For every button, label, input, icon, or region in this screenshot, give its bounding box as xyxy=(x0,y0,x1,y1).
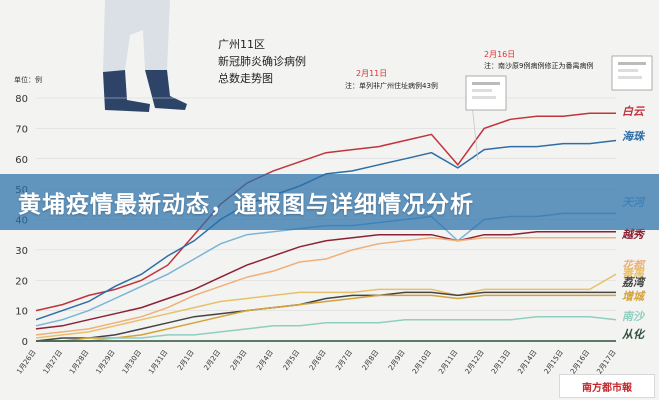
series-line-7 xyxy=(36,294,616,342)
series-line-1 xyxy=(35,139,617,321)
x-axis: 1月26日 1月27日 1月28日 1月29日 1月30日 1月31日 2月1日 2月2日 2月… xyxy=(15,349,617,376)
series-label-3: 越秀 xyxy=(621,228,646,241)
series-label-5: 番禺 xyxy=(622,267,645,280)
title-line-2: 新冠肺炎确诊病例 xyxy=(218,54,306,68)
x-tick-label: 2月8日 xyxy=(361,349,381,372)
x-tick-label: 2月6日 xyxy=(308,349,328,372)
x-tick-label: 1月26日 xyxy=(15,349,37,376)
x-tick-label: 2月1日 xyxy=(176,349,196,372)
chart-title: 广州11区 新冠肺炎确诊病例 总数走势图 xyxy=(218,38,306,85)
y-tick-label: 10 xyxy=(15,307,28,318)
series-label-8: 南沙 xyxy=(622,310,645,323)
y-tick-label: 70 xyxy=(15,124,28,135)
x-tick-label: 2月11日 xyxy=(437,349,459,376)
headline-banner: 黄埔疫情最新动态，通报图与详细情况分析 xyxy=(0,174,659,230)
series-line-3 xyxy=(35,230,616,330)
x-tick-label: 2月15日 xyxy=(543,349,565,376)
x-tick-label: 2月4日 xyxy=(255,349,275,372)
annotation-feb16-date: 2月16日 xyxy=(484,50,515,59)
figure-silhouette xyxy=(75,0,195,112)
series-label-7: 增城 xyxy=(622,290,646,303)
popup-cards xyxy=(465,55,653,111)
x-tick-label: 2月12日 xyxy=(464,349,486,376)
x-tick-label: 2月14日 xyxy=(516,349,538,376)
series-line-2 xyxy=(35,212,616,327)
title-line-3: 总数走势图 xyxy=(218,71,273,85)
series-label-1: 海珠 xyxy=(622,130,646,143)
x-tick-label: 2月17日 xyxy=(595,349,617,376)
headline-text: 黄埔疫情最新动态，通报图与详细情况分析 xyxy=(18,192,474,218)
series-line-0 xyxy=(35,112,616,312)
annotation-feb11: 2月11日 注：单列非广州住址病例43例 xyxy=(345,69,479,161)
x-tick-label: 2月7日 xyxy=(334,349,354,372)
series-layer xyxy=(35,112,617,342)
series-label-4: 花都 xyxy=(622,259,646,272)
y-tick-label: 30 xyxy=(15,246,28,257)
x-tick-label: 2月2日 xyxy=(202,349,222,372)
annotation-feb11-date: 2月11日 xyxy=(356,69,387,78)
title-line-1: 广州11区 xyxy=(218,38,265,51)
series-label-9: 从化 xyxy=(622,328,646,341)
y-tick-label: 60 xyxy=(15,155,28,166)
series-line-4 xyxy=(35,236,616,336)
y-unit-label: 单位：例 xyxy=(14,75,42,84)
x-tick-label: 2月9日 xyxy=(387,349,407,372)
series-line-6 xyxy=(35,291,616,342)
series-label-0: 白云 xyxy=(622,105,645,118)
x-tick-label: 1月30日 xyxy=(121,349,143,376)
annotation-feb16: 2月16日 注：南沙原9例病例修正为番禺病例 xyxy=(484,50,593,70)
x-tick-label: 2月16日 xyxy=(569,349,591,376)
y-tick-label: 20 xyxy=(15,276,28,287)
x-tick-label: 1月29日 xyxy=(94,349,116,376)
x-tick-label: 2月10日 xyxy=(411,349,433,376)
x-tick-label: 2月3日 xyxy=(229,349,249,372)
x-tick-label: 1月31日 xyxy=(147,349,169,376)
annotation-feb11-text: 注：单列非广州住址病例43例 xyxy=(345,81,438,90)
y-tick-label: 0 xyxy=(22,337,28,348)
x-tick-label: 2月5日 xyxy=(282,349,302,372)
series-line-5 xyxy=(35,273,617,339)
source-logo: 南方都市報 xyxy=(559,374,655,398)
x-tick-label: 1月28日 xyxy=(68,349,90,376)
annotation-feb16-text: 注：南沙原9例病例修正为番禺病例 xyxy=(484,61,593,70)
x-tick-label: 1月27日 xyxy=(42,349,64,376)
series-line-8 xyxy=(36,315,617,342)
y-tick-label: 80 xyxy=(15,94,28,105)
x-tick-label: 2月13日 xyxy=(490,349,512,376)
series-label-6: 荔湾 xyxy=(621,276,646,289)
